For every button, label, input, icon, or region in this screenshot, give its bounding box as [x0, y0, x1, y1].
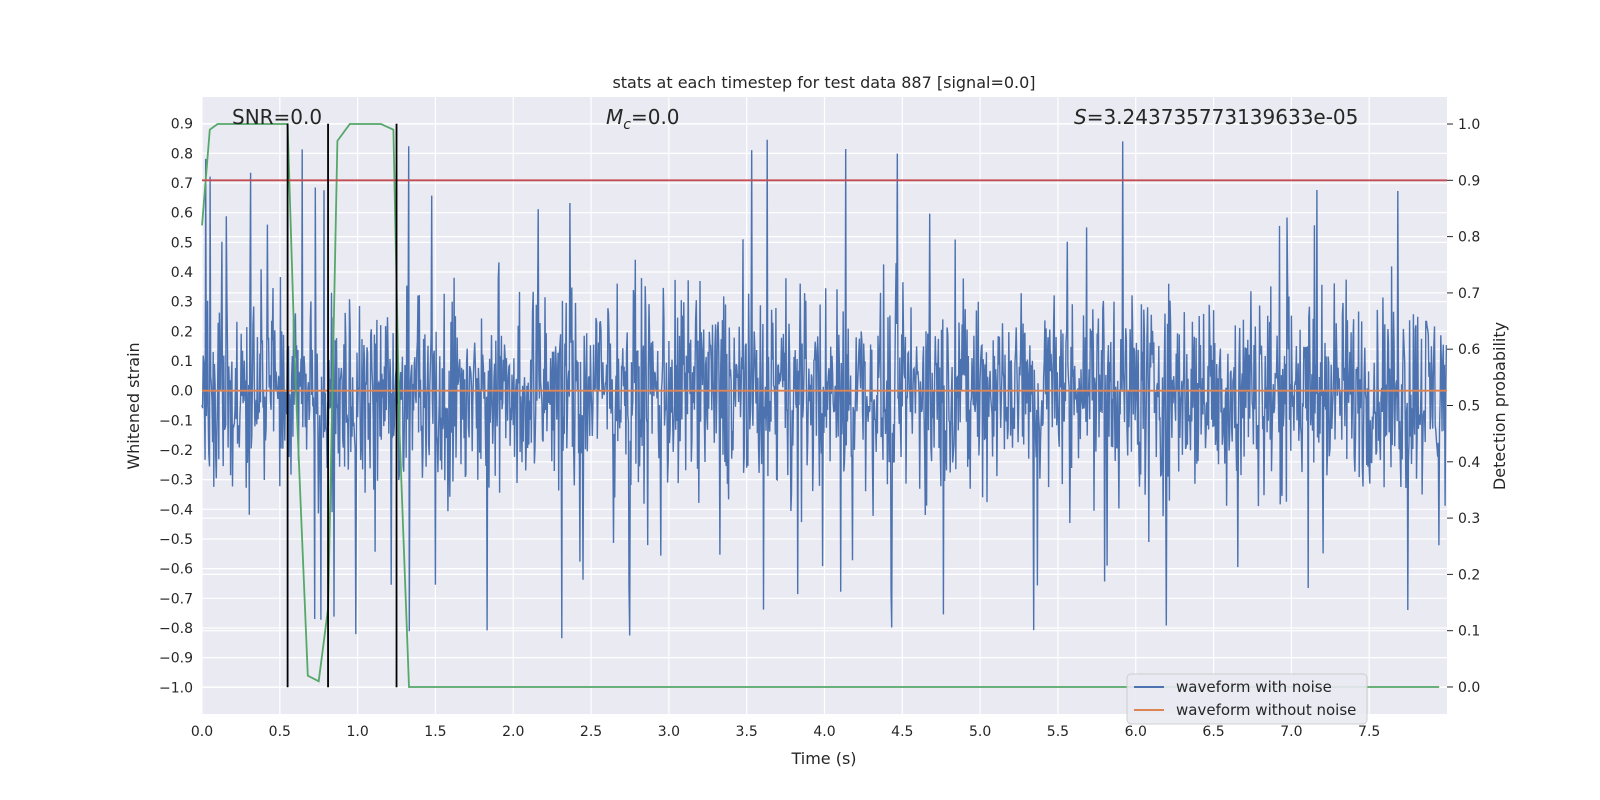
- y-left-tick-label: −0.8: [159, 621, 193, 637]
- legend: waveform with noise waveform without noi…: [1126, 673, 1368, 725]
- y-left-ticks: 0.9 0.8 0.7 0.6 0.5 0.4 0.3 0.2 0.1 0.0 −0.1 −0.2 −0…: [159, 117, 193, 697]
- y-left-tick-label: −0.5: [159, 532, 193, 548]
- x-tick-label: 4.0: [813, 724, 835, 740]
- y-left-tick-label: 0.5: [171, 235, 193, 251]
- x-tick-label: 7.0: [1280, 724, 1302, 740]
- y-right-tick-label: 0.2: [1458, 567, 1480, 583]
- x-tick-label: 3.5: [736, 724, 758, 740]
- x-tick-label: 3.0: [658, 724, 680, 740]
- y-left-tick-label: −1.0: [159, 680, 193, 696]
- x-tick-label: 1.5: [424, 724, 446, 740]
- chart-title: stats at each timestep for test data 887…: [612, 73, 1035, 92]
- y-left-tick-label: 0.8: [171, 146, 193, 162]
- x-tick-label: 1.0: [346, 724, 368, 740]
- x-tick-label: 2.5: [580, 724, 602, 740]
- legend-label-noise: waveform with noise: [1176, 678, 1332, 696]
- x-tick-label: 0.0: [191, 724, 213, 740]
- x-tick-label: 5.5: [1047, 724, 1069, 740]
- y-left-tick-label: −0.7: [159, 591, 193, 607]
- x-tick-label: 0.5: [269, 724, 291, 740]
- y-right-tick-label: 0.1: [1458, 624, 1480, 640]
- x-tick-label: 2.0: [502, 724, 524, 740]
- x-tick-label: 6.5: [1202, 724, 1224, 740]
- y-right-tick-label: 0.9: [1458, 173, 1480, 189]
- y-right-tick-label: 0.0: [1458, 680, 1480, 696]
- y-left-tick-label: −0.4: [159, 502, 193, 518]
- y-left-tick-label: −0.1: [159, 413, 193, 429]
- x-tick-label: 7.5: [1358, 724, 1380, 740]
- series-waveform-with-noise: [201, 139, 1448, 639]
- y-left-tick-label: 0.7: [171, 176, 193, 192]
- y-right-tick-label: 0.7: [1458, 286, 1480, 302]
- y-left-tick-label: 0.4: [171, 265, 193, 281]
- y-left-tick-label: 0.6: [171, 206, 193, 222]
- y-left-tick-label: −0.2: [159, 443, 193, 459]
- line-series: [201, 123, 1447, 688]
- x-tick-label: 5.0: [969, 724, 991, 740]
- y-left-tick-label: −0.9: [159, 651, 193, 667]
- y-left-tick-label: 0.0: [171, 384, 193, 400]
- y-left-tick-label: 0.1: [171, 354, 193, 370]
- y-axis-label-right: Detection probability: [1490, 322, 1509, 490]
- y-right-ticks: 1.0 0.9 0.8 0.7 0.6 0.5 0.4 0.3 0.2 0.1 0.0: [1447, 117, 1480, 696]
- legend-box: [1126, 673, 1368, 725]
- chirp-mass-annotation: Mc=0.0: [606, 105, 680, 133]
- y-axis-label-left: Whitened strain: [124, 342, 143, 469]
- noise-series: [201, 139, 1448, 639]
- y-left-tick-label: −0.6: [159, 562, 193, 578]
- y-left-tick-label: 0.3: [171, 295, 193, 311]
- vertical-markers: [286, 123, 398, 688]
- snr-annotation: SNR=0.0: [232, 105, 322, 129]
- y-right-tick-label: 1.0: [1458, 117, 1480, 133]
- y-right-tick-label: 0.6: [1458, 342, 1480, 358]
- legend-label-clean: waveform without noise: [1176, 701, 1356, 719]
- y-right-tick-label: 0.8: [1458, 230, 1480, 246]
- y-left-tick-label: −0.3: [159, 473, 193, 489]
- y-left-tick-label: 0.9: [171, 117, 193, 133]
- x-tick-label: 6.0: [1125, 724, 1147, 740]
- series-detection-probability: [201, 123, 1440, 688]
- x-ticks: 0.0 0.5 1.0 1.5 2.0 2.5 3.0 3.5 4.0 4.5 5.0 5.5 6.0 6…: [191, 724, 1380, 740]
- y-right-tick-label: 0.5: [1458, 399, 1480, 415]
- y-right-tick-label: 0.3: [1458, 511, 1480, 527]
- y-right-tick-label: 0.4: [1458, 455, 1480, 471]
- y-left-tick-label: 0.2: [171, 324, 193, 340]
- s-annotation: S=3.243735773139633e-05: [1074, 105, 1358, 129]
- x-axis-label: Time (s): [790, 749, 856, 768]
- x-tick-label: 4.5: [891, 724, 913, 740]
